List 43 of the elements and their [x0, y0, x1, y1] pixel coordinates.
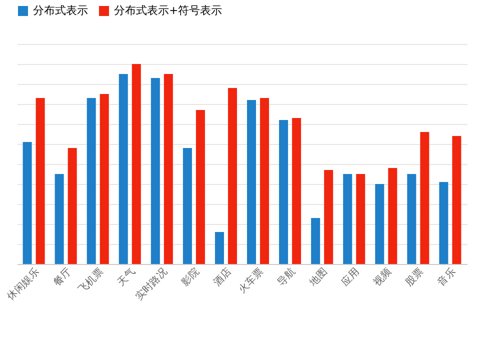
x-tick-label: 地图 — [306, 266, 330, 290]
bar — [86, 98, 96, 264]
x-tick-label: 休闲娱乐 — [4, 266, 42, 303]
bar — [452, 136, 462, 264]
bar — [388, 168, 398, 264]
bar — [182, 148, 192, 264]
bar — [118, 74, 128, 264]
bar — [292, 118, 302, 264]
bar — [356, 174, 366, 264]
x-tick-label: 应用 — [339, 266, 362, 288]
bar — [68, 148, 77, 264]
bar — [420, 132, 430, 264]
x-tick-label: 音乐 — [435, 266, 458, 288]
bar — [439, 182, 448, 264]
bar — [343, 174, 352, 264]
legend-label: 分布式表示 — [33, 4, 88, 17]
x-tick-label: 飞机票 — [76, 266, 106, 296]
bar — [196, 110, 205, 264]
x-tick-label: 影院 — [179, 266, 202, 288]
bar — [260, 98, 270, 264]
bar — [36, 98, 45, 264]
bar — [375, 184, 384, 264]
bar — [247, 100, 256, 264]
bar — [54, 174, 64, 264]
x-tick-label: 餐厅 — [50, 266, 74, 288]
bar — [214, 232, 224, 264]
x-tick-label: 视频 — [371, 266, 394, 288]
bar — [100, 94, 109, 264]
bar — [150, 78, 160, 264]
bar — [228, 88, 237, 264]
bar — [407, 174, 416, 264]
bar — [324, 170, 334, 264]
bar — [164, 74, 173, 264]
x-tick-label: 股票 — [404, 266, 426, 288]
bar — [279, 120, 288, 264]
x-tick-label: 天气 — [115, 266, 138, 288]
x-tick-label: 火车票 — [236, 266, 266, 296]
x-tick-label: 酒店 — [211, 266, 234, 288]
legend-label: 分布式表示+符号表示 — [114, 4, 222, 17]
bar — [22, 142, 32, 264]
bar — [132, 64, 141, 264]
bar — [311, 218, 320, 264]
x-tick-label: 导航 — [275, 266, 298, 288]
